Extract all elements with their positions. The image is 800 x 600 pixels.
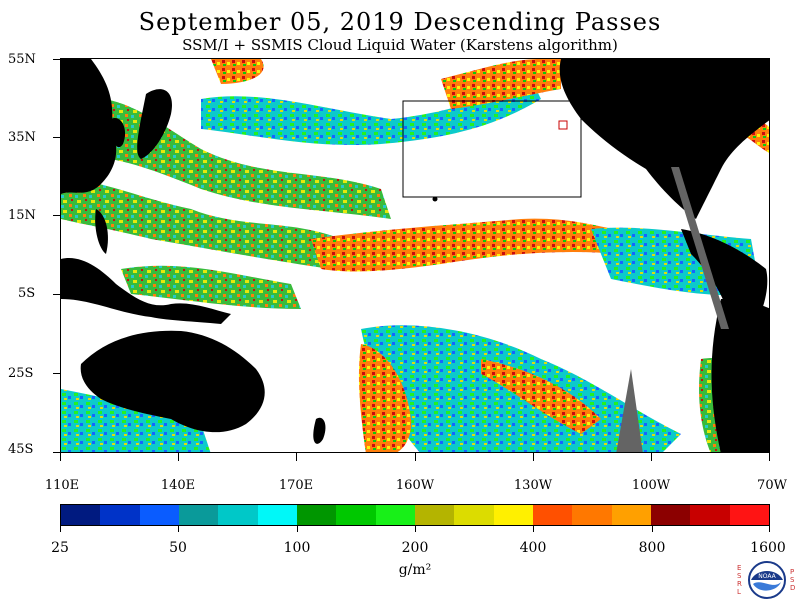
colorbar-swatch <box>729 505 769 525</box>
storm-marker <box>558 120 568 130</box>
lat-label: 5S <box>18 286 36 301</box>
colorbar-tick <box>297 526 298 532</box>
colorbar-label: 50 <box>169 540 187 556</box>
lon-tick <box>533 453 534 461</box>
korea <box>110 118 126 148</box>
colorbar-swatch <box>572 505 612 525</box>
colorbar-tick <box>533 526 534 532</box>
lat-tick <box>53 137 60 138</box>
lat-label: 25S <box>8 366 34 381</box>
colorbar-swatch <box>454 505 494 525</box>
australia <box>80 330 265 433</box>
noaa-emblem-icon: NOAA <box>748 561 786 599</box>
colorbar-tick <box>652 526 653 532</box>
lat-label: 55N <box>8 52 36 67</box>
logo-left-letters: E S R L <box>737 564 742 596</box>
inset-box <box>402 100 582 198</box>
cloud-water-map <box>61 59 769 452</box>
colorbar-swatch <box>493 505 533 525</box>
units-label: g/m² <box>398 562 432 578</box>
colorbar-swatch <box>61 505 101 525</box>
colorbar-swatch <box>375 505 415 525</box>
colorbar-label: 800 <box>638 540 666 556</box>
colorbar-tick <box>60 526 61 532</box>
indonesia <box>61 258 231 324</box>
colorbar-label: 100 <box>283 540 311 556</box>
lon-tick <box>651 453 652 461</box>
colorbar-swatch <box>296 505 337 525</box>
colorbar-tick <box>769 526 770 532</box>
lat-tick <box>53 215 60 216</box>
colorbar-swatch <box>257 505 297 525</box>
lon-label: 140E <box>160 478 196 493</box>
japan <box>137 89 172 159</box>
point-marker <box>432 196 438 202</box>
colorbar-swatch <box>336 505 376 525</box>
lon-label: 70W <box>757 478 787 493</box>
lat-tick <box>53 59 60 60</box>
colorbar-swatch <box>414 505 455 525</box>
lon-label: 160W <box>395 478 435 493</box>
lon-tick <box>178 453 179 461</box>
colorbar-label: 200 <box>401 540 429 556</box>
colorbar <box>60 504 770 526</box>
colorbar-label: 400 <box>519 540 547 556</box>
colorbar-tick <box>178 526 179 532</box>
logo-right-letters: P S D <box>790 568 796 592</box>
asia-coast <box>61 59 117 194</box>
colorbar-label: 25 <box>51 540 69 556</box>
colorbar-label: 1600 <box>750 540 786 556</box>
colorbar-swatch <box>650 505 691 525</box>
lon-tick <box>296 453 297 461</box>
south-america <box>711 299 769 452</box>
colorbar-swatch <box>218 505 258 525</box>
lon-tick <box>60 453 61 461</box>
colorbar-swatch <box>139 505 179 525</box>
map-title: September 05, 2019 Descending Passes <box>138 8 662 36</box>
lon-tick <box>415 453 416 461</box>
colorbar-tick <box>415 526 416 532</box>
lat-tick <box>53 373 60 374</box>
lat-label: 35N <box>8 130 36 145</box>
lon-label: 170E <box>278 478 314 493</box>
no-data-swaths <box>616 167 729 452</box>
colorbar-swatch <box>611 505 651 525</box>
lat-tick <box>53 294 60 295</box>
lon-label: 110E <box>44 478 80 493</box>
colorbar-swatch <box>532 505 573 525</box>
new-zealand <box>313 417 326 444</box>
colorbar-swatch <box>100 505 140 525</box>
map-subtitle: SSM/I + SSMIS Cloud Liquid Water (Karste… <box>182 36 618 54</box>
north-america <box>559 59 769 219</box>
logo-center-text: NOAA <box>758 573 776 580</box>
colorbar-swatch <box>690 505 730 525</box>
philippines <box>95 209 108 254</box>
colorbar-swatch <box>178 505 219 525</box>
map-panel <box>60 58 770 453</box>
lon-label: 130W <box>513 478 553 493</box>
lat-label: 45S <box>8 442 34 457</box>
lon-tick <box>769 453 770 461</box>
lat-tick <box>53 452 60 453</box>
lat-label: 15N <box>8 208 36 223</box>
noaa-logo: E S R L NOAA P S D <box>735 560 797 600</box>
lon-label: 100W <box>631 478 671 493</box>
